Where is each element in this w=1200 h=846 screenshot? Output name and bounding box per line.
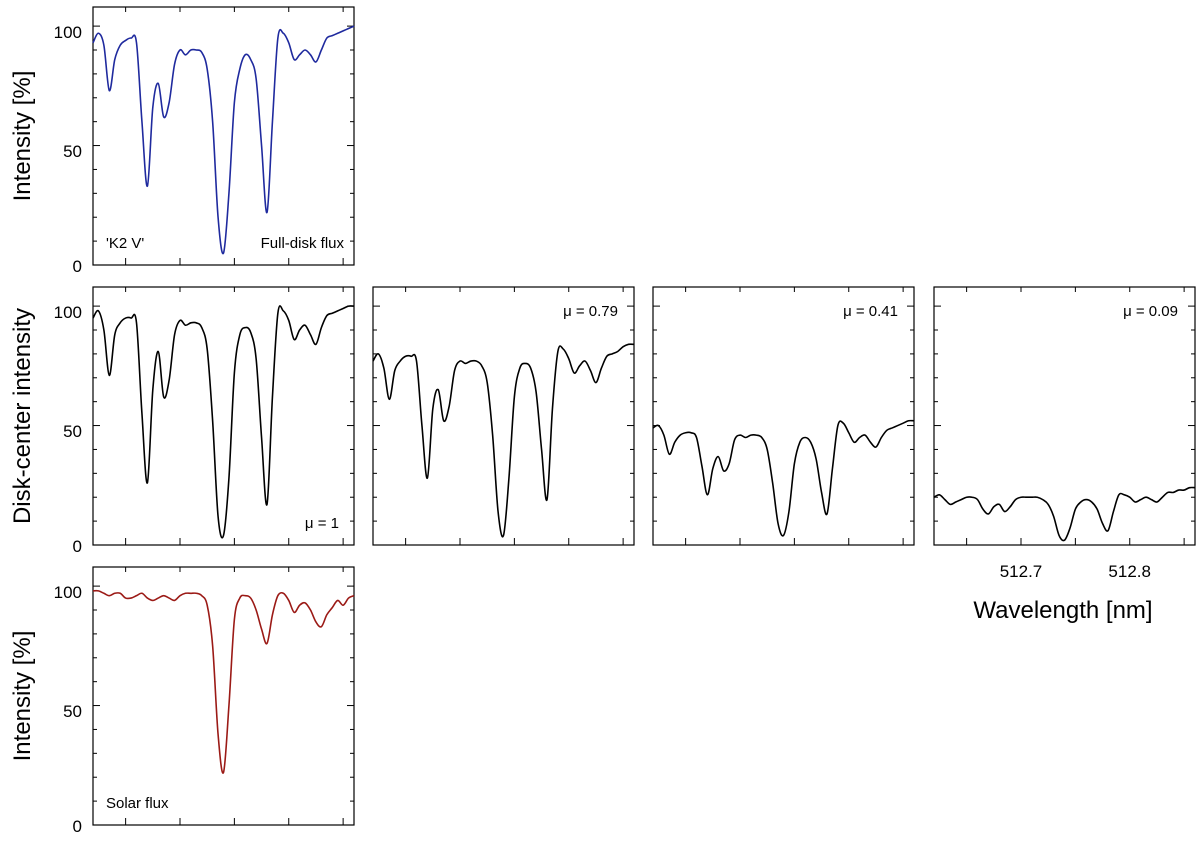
- y-axis-title: Intensity [%]: [9, 631, 36, 762]
- ytick-label-0: 0: [73, 817, 82, 836]
- ytick-label-100: 100: [54, 303, 82, 322]
- mu-label: μ = 0.79: [563, 303, 618, 320]
- xtick-label-512-8: 512.8: [1108, 562, 1151, 581]
- panel-mu-0-79: μ = 0.79: [372, 286, 635, 546]
- panel-mu-1: 100 50 0 Disk-center intensity μ = 1: [9, 286, 355, 556]
- axis-ticks: [934, 287, 1195, 546]
- plot-frame: [933, 286, 1196, 546]
- ytick-label-0: 0: [73, 537, 82, 556]
- mu-0-79-spectrum-line: [372, 343, 635, 538]
- ytick-label-100: 100: [54, 583, 82, 602]
- solar-spectrum-line: [92, 589, 355, 774]
- ytick-label-50: 50: [63, 142, 82, 161]
- mu-0-09-spectrum-line: [933, 486, 1196, 542]
- xtick-label-512-7: 512.7: [1000, 562, 1043, 581]
- ytick-label-100: 100: [54, 23, 82, 42]
- plot-frame: [372, 286, 635, 546]
- axis-ticks: [373, 287, 634, 546]
- star-type-label: 'K2 V': [106, 235, 144, 252]
- axis-ticks: [93, 7, 354, 266]
- y-axis-title: Intensity [%]: [9, 71, 36, 202]
- solar-flux-label: Solar flux: [106, 795, 169, 812]
- panel-mu-0-41: μ = 0.41: [652, 286, 915, 546]
- axis-ticks: [93, 567, 354, 826]
- mu-label: μ = 1: [305, 515, 339, 532]
- plot-frame: [92, 286, 355, 546]
- plot-frame: [92, 566, 355, 826]
- mu-label: μ = 0.41: [843, 303, 898, 320]
- full-disk-label: Full-disk flux: [261, 235, 345, 252]
- panel-k2-full-disk: 100 50 0 Intensity [%] 'K2 V' Full-disk …: [9, 6, 355, 276]
- mu-0-41-spectrum-line: [652, 419, 915, 537]
- axis-ticks: [653, 287, 914, 546]
- mu-label: μ = 0.09: [1123, 303, 1178, 320]
- plot-frame: [652, 286, 915, 546]
- panel-mu-0-09: μ = 0.09 512.7 512.8 Wavelength [nm]: [933, 286, 1196, 624]
- k2-spectrum-line: [92, 25, 355, 255]
- x-axis-title: Wavelength [nm]: [973, 597, 1152, 624]
- ytick-label-50: 50: [63, 422, 82, 441]
- plot-frame: [92, 6, 355, 266]
- ytick-label-0: 0: [73, 257, 82, 276]
- ytick-label-50: 50: [63, 702, 82, 721]
- axis-ticks: [93, 287, 354, 546]
- panel-solar-flux: 100 50 0 Intensity [%] Solar flux: [9, 566, 355, 836]
- y-axis-title: Disk-center intensity: [9, 308, 36, 524]
- mu-1-spectrum-line: [92, 305, 355, 539]
